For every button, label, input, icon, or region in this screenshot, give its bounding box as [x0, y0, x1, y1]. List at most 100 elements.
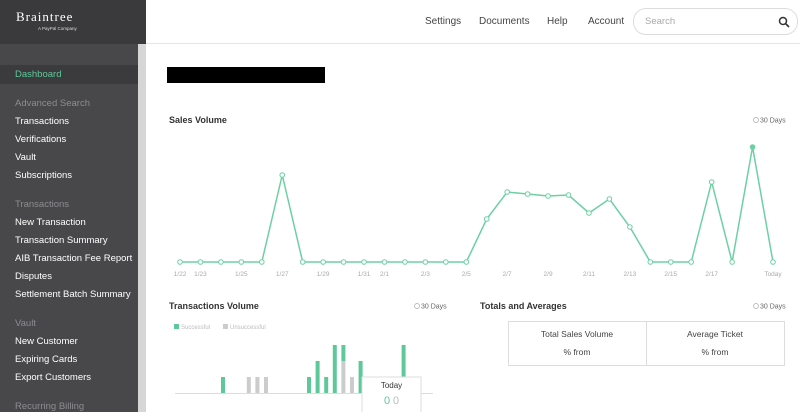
logo-tagline: A PayPal Company [38, 26, 77, 31]
redacted-name [167, 67, 325, 83]
sales-point [565, 192, 572, 198]
section-heading: Advanced Search [15, 98, 90, 109]
bar-unsuccessful [246, 377, 251, 393]
sales-point [463, 259, 470, 265]
legend-swatch [174, 324, 179, 329]
sales-point [197, 259, 204, 265]
header-border [146, 43, 800, 44]
bar-successful [315, 361, 320, 393]
bar-unsuccessful [350, 377, 354, 393]
bar-unsuccessful [264, 377, 268, 393]
sales-point [606, 196, 613, 202]
search-icon [778, 16, 790, 28]
sales-point [402, 259, 408, 265]
search-box[interactable]: Search [633, 8, 798, 35]
bar-successful [221, 377, 225, 393]
top-nav-link[interactable]: Documents [479, 16, 530, 27]
sales-point [299, 259, 306, 265]
sales-point [688, 259, 695, 265]
nav-item[interactable]: Transactions [15, 116, 70, 127]
active-band [0, 65, 138, 84]
totals-sub: % from [702, 347, 729, 357]
sales-point [627, 224, 633, 230]
nav-item[interactable]: Transaction Summary [15, 235, 108, 246]
clock-icon [753, 303, 759, 309]
tooltip-unsuccessful: 0 [393, 395, 399, 407]
bar-successful [401, 345, 406, 393]
nav-item[interactable]: Subscriptions [15, 170, 73, 181]
period-label: 30 Days [421, 304, 447, 311]
bar-successful [332, 345, 337, 393]
bar-successful [324, 377, 329, 393]
totals-label: Average Ticket [687, 329, 744, 339]
nav-item[interactable]: New Customer [15, 336, 78, 347]
sales-point [483, 216, 490, 222]
top-nav-link[interactable]: Help [547, 16, 568, 27]
x-label: 2/9 [544, 271, 553, 278]
period-label: 30 Days [760, 304, 786, 311]
nav-item[interactable]: Expiring Cards [15, 354, 78, 365]
sales-point [770, 259, 776, 265]
bar-unsuccessful [255, 377, 260, 393]
sales-point [177, 259, 183, 265]
nav-item[interactable]: Verifications [15, 134, 67, 145]
x-label: 2/5 [462, 271, 471, 278]
period-label: 30 Days [760, 118, 786, 125]
nav-item[interactable]: Export Customers [15, 372, 92, 383]
x-label: 2/3 [421, 271, 430, 278]
bar-successful [307, 377, 311, 393]
logo-area: Braintree A PayPal Company [0, 0, 146, 44]
nav-item[interactable]: Disputes [15, 271, 52, 282]
logo[interactable]: Braintree [16, 9, 74, 24]
totals-sub: % from [564, 347, 591, 357]
x-label: 1/29 [317, 271, 330, 278]
legend-label: Unsuccessful [230, 325, 266, 331]
sales-point [443, 259, 449, 265]
nav-item[interactable]: Settlement Batch Summary [15, 289, 131, 300]
sales-point [667, 259, 674, 265]
sales-point [708, 179, 715, 185]
legend-swatch [223, 324, 228, 329]
section-heading: Transactions [15, 199, 70, 210]
tooltip-successful: 0 [384, 395, 390, 407]
sales-point [279, 172, 286, 178]
top-nav-link[interactable]: Settings [425, 16, 462, 27]
sales-point [545, 193, 551, 199]
bar-successful [341, 345, 346, 361]
sales-line [180, 146, 774, 263]
sales-point [258, 259, 265, 265]
x-label: 2/1 [380, 271, 389, 278]
sales-point [361, 259, 367, 265]
clock-icon [753, 117, 759, 123]
sales-point [320, 259, 326, 265]
sales-point [647, 259, 654, 265]
section-heading: Vault [15, 318, 36, 329]
nav-item[interactable]: Vault [15, 152, 36, 163]
section-title: Totals and Averages [480, 301, 567, 311]
sales-point [524, 191, 531, 197]
sales-point [238, 259, 245, 265]
sales-point [340, 259, 347, 265]
x-label: 1/23 [194, 271, 207, 278]
tooltip [361, 376, 422, 412]
nav-item[interactable]: AIB Transaction Fee Report [15, 253, 133, 264]
clock-icon [414, 303, 420, 309]
x-label: 1/25 [235, 271, 248, 278]
top-nav-link[interactable]: Account [588, 16, 625, 27]
x-label: 2/17 [705, 271, 718, 278]
nav-item[interactable]: Dashboard [15, 69, 62, 80]
bar-unsuccessful [341, 361, 346, 393]
bar-successful [358, 361, 363, 393]
legend-label: Successful [181, 325, 210, 331]
x-label: 1/22 [174, 271, 187, 278]
x-label: Today [764, 271, 782, 278]
search-placeholder: Search [645, 16, 676, 27]
sales-point [749, 144, 756, 150]
x-label: 2/13 [624, 271, 637, 278]
scrollbar[interactable] [138, 44, 146, 412]
nav-item[interactable]: New Transaction [15, 217, 86, 228]
sales-point [381, 259, 388, 265]
tooltip-title: Today [381, 381, 402, 390]
